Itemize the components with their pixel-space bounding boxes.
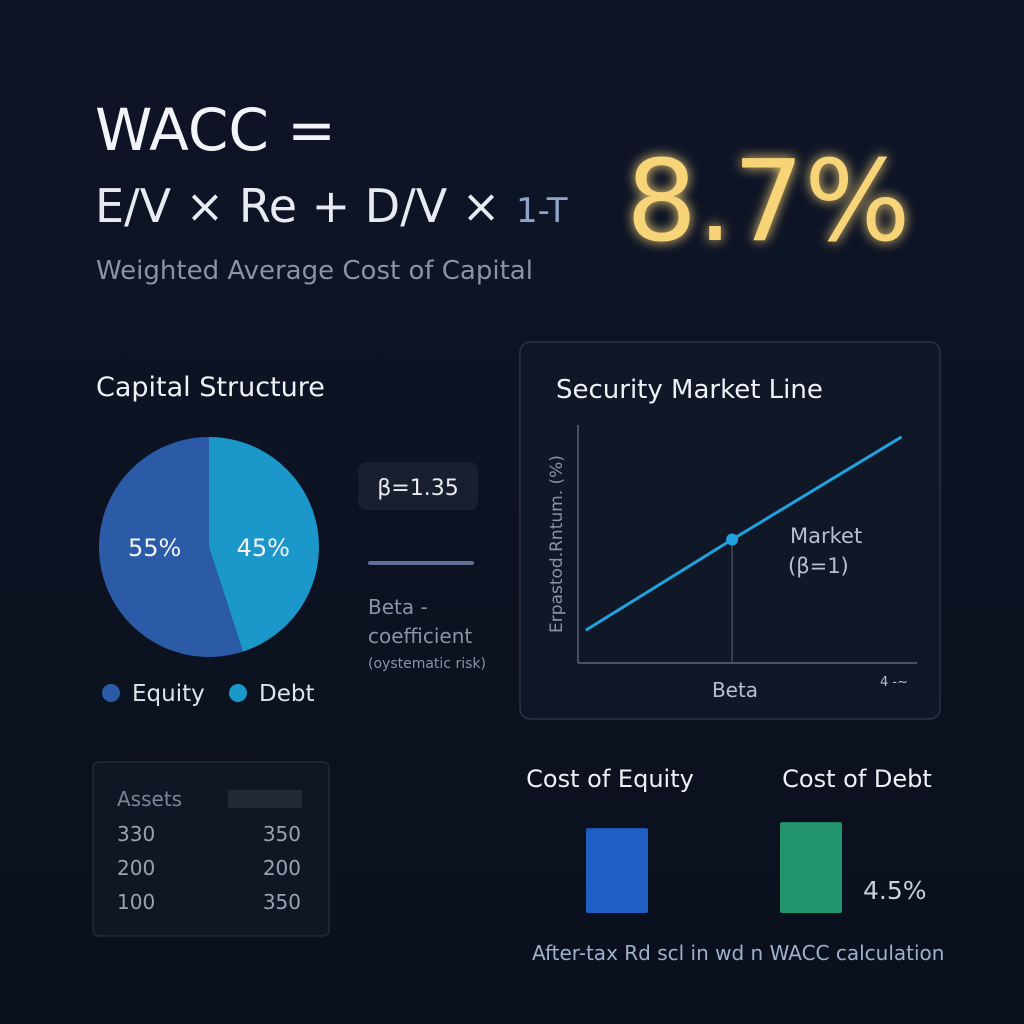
pie-slice (209, 437, 320, 652)
formula: E/V × Re + D/V × (95, 179, 500, 233)
table-cell: 350 (263, 890, 301, 914)
beta-label: coefficient (368, 624, 472, 648)
sml-panel (519, 341, 941, 720)
beta-card (358, 462, 478, 510)
corner-label: 4 -~ (880, 675, 908, 690)
sml-title: Security Market Line (556, 375, 823, 405)
pie-label: 55% (128, 534, 181, 562)
market-annotation: (β=1) (788, 554, 849, 578)
pie-chart: 55% Equity 45% Debt (99, 437, 320, 707)
pie-label: 45% (237, 534, 290, 562)
legend-label: Equity (132, 681, 205, 707)
beta-note: (oystematic risk) (368, 656, 486, 672)
legend-label: Debt (259, 681, 314, 707)
footnote: After-tax Rd scl in wd n WACC calculatio… (532, 941, 944, 965)
pie-title: Capital Structure (96, 372, 325, 403)
table-cell: 350 (263, 822, 301, 846)
beta-value: β=1.35 (377, 476, 458, 501)
table-cell: 330 (117, 822, 155, 846)
formula-tail: 1-T (516, 191, 568, 231)
market-annotation: Market (790, 524, 862, 548)
bar-title: Cost of Debt (782, 765, 932, 793)
cost-chart: Cost of Equity Cost of Debt 4.5% After-tax … (526, 765, 944, 965)
table-body: 330 350 200 200 100 350 (117, 822, 301, 914)
bar (780, 822, 842, 913)
legend-swatch (102, 684, 120, 702)
sml-chart: Erpastod.Rntum. (%) Beta 4 -~ Market (β=1) (547, 425, 917, 702)
table-cell: 100 (117, 890, 155, 914)
beta-label: Beta - (368, 595, 428, 619)
bar-value-label: 4.5% (863, 876, 927, 905)
subtitle: Weighted Average Cost of Capital (96, 256, 533, 286)
table-cell: 200 (263, 856, 301, 880)
bar (586, 828, 648, 913)
result: 8.7% (626, 137, 911, 267)
market-point (726, 533, 739, 546)
x-axis-label: Beta (712, 678, 758, 702)
bar-title: Cost of Equity (526, 765, 694, 793)
table-header-bar (228, 790, 302, 808)
y-axis-label: Erpastod.Rntum. (%) (547, 455, 567, 633)
table-header: Assets (117, 787, 182, 811)
pie-slice (99, 437, 243, 657)
legend-swatch (229, 684, 247, 702)
table-cell: 200 (117, 856, 155, 880)
title: WACC = (95, 96, 336, 164)
